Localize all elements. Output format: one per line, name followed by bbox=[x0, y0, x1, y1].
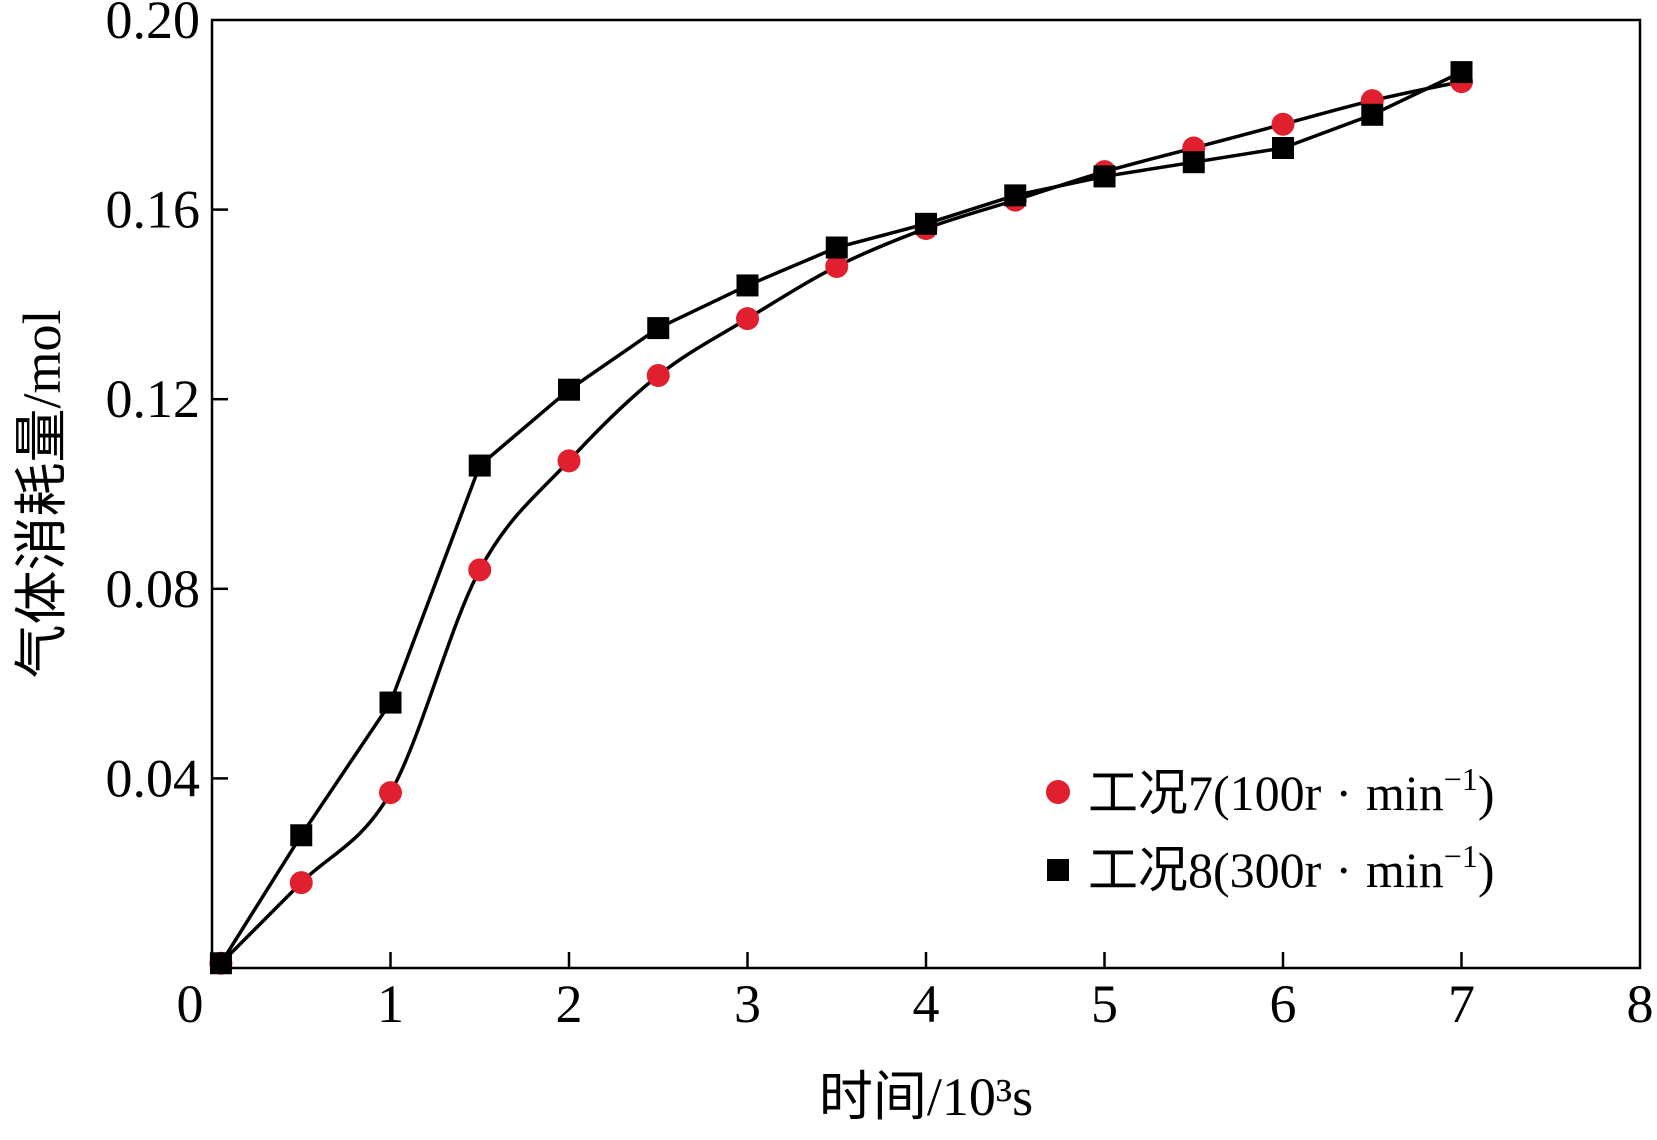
data-point-square bbox=[1182, 151, 1205, 174]
legend-label: 工况8(300r · min−1) bbox=[1088, 838, 1494, 898]
data-point-square bbox=[647, 317, 670, 340]
x-tick-label: 2 bbox=[556, 974, 583, 1034]
legend-marker-square bbox=[1047, 859, 1069, 881]
data-point-square bbox=[209, 952, 232, 975]
data-point-square bbox=[825, 236, 848, 259]
series-lines bbox=[219, 70, 1463, 965]
y-tick-label: 0.12 bbox=[106, 369, 201, 429]
data-point-square bbox=[468, 454, 491, 477]
x-tick-label: 3 bbox=[734, 974, 761, 1034]
y-tick-label: 0.08 bbox=[106, 559, 201, 619]
y-tick-label: 0.04 bbox=[106, 748, 201, 808]
x-tick-label: 7 bbox=[1448, 974, 1475, 1034]
data-point-circle bbox=[646, 364, 670, 387]
data-point-square bbox=[1272, 136, 1294, 159]
x-tick-label: 1 bbox=[377, 974, 404, 1034]
data-point-circle bbox=[736, 307, 759, 331]
x-axis: 0 1 2 3 4 5 6 7 8 bbox=[177, 952, 1654, 1034]
x-tick-label: 6 bbox=[1270, 974, 1297, 1034]
series-markers bbox=[209, 61, 1473, 975]
y-axis: 0.04 0.08 0.12 0.16 0.20 bbox=[106, 0, 228, 808]
x-tick-label: 0 bbox=[177, 974, 204, 1034]
data-point-square bbox=[736, 274, 759, 297]
data-point-square bbox=[915, 212, 937, 235]
legend-item-series-2: 工况8(300r · min−1) bbox=[1047, 838, 1494, 898]
x-tick-label: 8 bbox=[1627, 974, 1654, 1034]
data-point-square bbox=[290, 824, 313, 847]
data-point-square bbox=[1093, 165, 1116, 188]
data-point-circle bbox=[379, 781, 402, 805]
series-line-2 bbox=[219, 70, 1463, 965]
data-point-square bbox=[558, 378, 580, 401]
data-point-circle bbox=[825, 254, 849, 278]
data-point-square bbox=[379, 691, 402, 714]
legend-item-series-1: 工况7(100r · min−1) bbox=[1046, 761, 1494, 821]
data-point-circle bbox=[557, 449, 581, 473]
legend: 工况7(100r · min−1) 工况8(300r · min−1) bbox=[1046, 761, 1494, 898]
data-point-circle bbox=[1271, 112, 1295, 136]
data-point-square bbox=[1361, 103, 1384, 126]
data-point-circle bbox=[468, 558, 492, 582]
data-point-square bbox=[1450, 61, 1473, 84]
legend-marker-circle bbox=[1046, 780, 1070, 804]
plot-frame bbox=[210, 18, 1642, 970]
y-tick-label: 0.16 bbox=[106, 180, 201, 240]
data-point-square bbox=[1004, 184, 1027, 207]
x-tick-label: 4 bbox=[913, 974, 940, 1034]
y-axis-title: 气体消耗量/mol bbox=[12, 309, 72, 678]
data-point-circle bbox=[289, 871, 313, 895]
series-line-1 bbox=[219, 79, 1462, 965]
x-tick-label: 5 bbox=[1091, 974, 1118, 1034]
y-tick-label: 0.20 bbox=[106, 0, 201, 50]
legend-label: 工况7(100r · min−1) bbox=[1088, 761, 1494, 821]
x-axis-title: 时间/10³s bbox=[819, 1067, 1033, 1127]
